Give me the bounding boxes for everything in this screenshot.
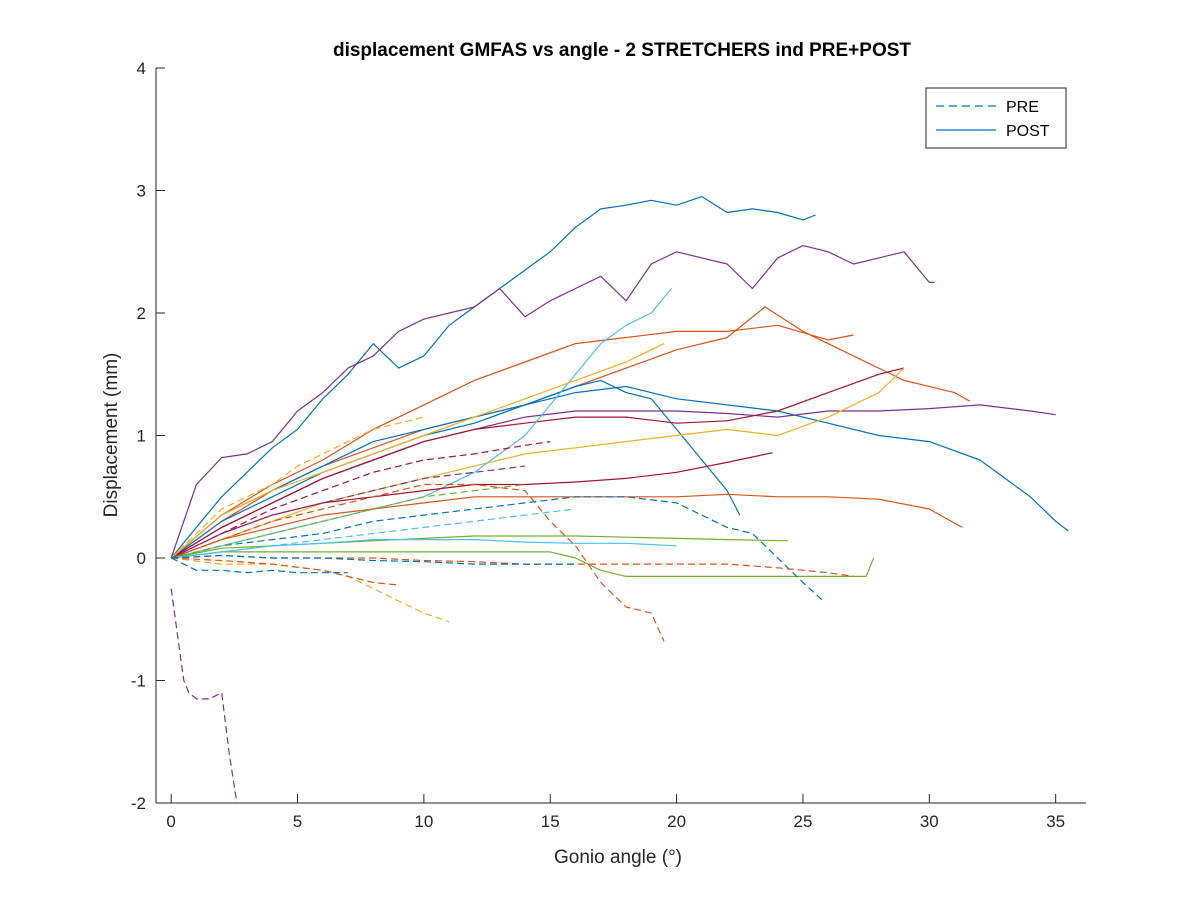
x-tick-label: 30 xyxy=(920,812,939,831)
series-line-post-5 xyxy=(170,385,1069,559)
x-tick-label: 5 xyxy=(293,812,302,831)
series-line-pre-1 xyxy=(171,496,824,602)
series-line-post-6 xyxy=(170,379,741,559)
series-line-post-11 xyxy=(170,343,665,559)
series-line-post-2 xyxy=(170,245,935,559)
series-line-post-14 xyxy=(171,551,875,578)
series-line-pre-9 xyxy=(170,465,526,559)
x-tick-label: 20 xyxy=(667,812,686,831)
series-line-pre-6 xyxy=(170,557,349,574)
series-line-pre-8 xyxy=(170,441,551,559)
series-line-post-3 xyxy=(170,324,854,559)
legend: PRE POST xyxy=(925,87,1067,149)
series-line-pre-7 xyxy=(170,416,425,559)
series-line-post-8 xyxy=(170,367,905,559)
series-line-pre-5 xyxy=(171,557,399,586)
y-axis-ticks: -2 -1 0 1 2 3 4 xyxy=(131,59,165,813)
series-layer xyxy=(170,196,1069,803)
series-line-pre-11 xyxy=(171,508,576,559)
series-line-pre-13 xyxy=(171,554,576,565)
y-tick-label: 2 xyxy=(137,304,146,323)
legend-label-post: POST xyxy=(1006,123,1050,140)
y-tick-label: 3 xyxy=(137,182,146,201)
x-axis-ticks: 0 5 10 15 20 25 30 35 xyxy=(166,794,1065,831)
x-tick-label: 15 xyxy=(541,812,560,831)
x-axis-title: Gonio angle (°) xyxy=(554,847,682,868)
x-tick-label: 25 xyxy=(793,812,812,831)
series-line-pre-3 xyxy=(170,588,238,803)
legend-label-pre: PRE xyxy=(1006,99,1039,116)
y-tick-label: 0 xyxy=(137,549,146,568)
chart-title: displacement GMFAS vs angle - 2 STRETCHE… xyxy=(333,40,911,61)
y-tick-label: -2 xyxy=(131,794,146,813)
y-tick-label: 1 xyxy=(137,427,146,446)
y-tick-label: 4 xyxy=(137,59,146,78)
series-line-post-16 xyxy=(171,538,677,559)
series-line-pre-10 xyxy=(171,483,526,559)
series-line-post-9 xyxy=(170,367,905,559)
y-tick-label: -1 xyxy=(131,672,146,691)
x-tick-label: 35 xyxy=(1046,812,1065,831)
y-axis-title: Displacement (mm) xyxy=(101,353,122,518)
x-tick-label: 0 xyxy=(166,812,175,831)
series-line-pre-2 xyxy=(170,483,665,642)
legend-box xyxy=(925,87,1067,149)
x-tick-label: 10 xyxy=(414,812,433,831)
